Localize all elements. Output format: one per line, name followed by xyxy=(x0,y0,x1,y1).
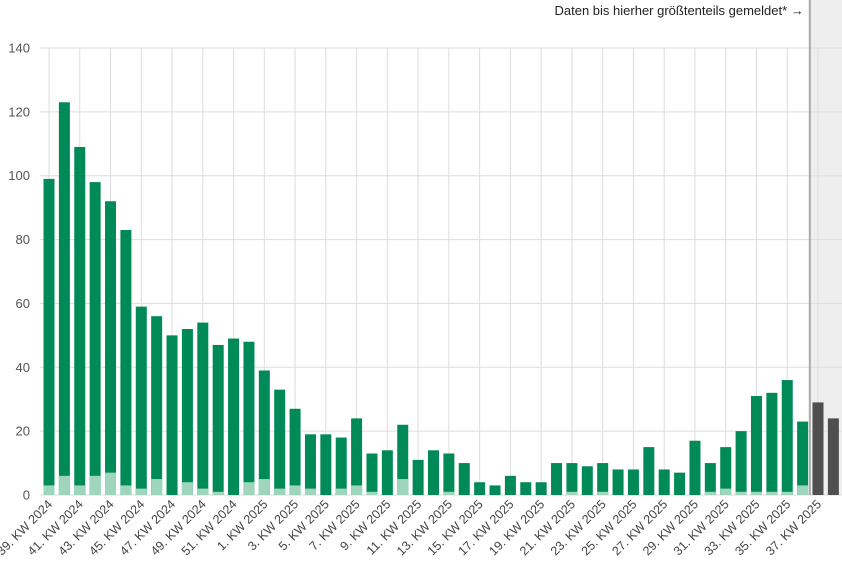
bar-segment-light xyxy=(351,485,363,495)
bar-segment-light xyxy=(366,491,378,495)
bar xyxy=(504,475,516,495)
bar-segment-light xyxy=(704,491,716,495)
bar-segment-light xyxy=(243,482,255,495)
bar xyxy=(750,396,762,495)
y-tick-label: 60 xyxy=(16,296,30,311)
bar xyxy=(489,485,501,495)
bar xyxy=(89,182,101,495)
y-tick-label: 40 xyxy=(16,360,30,375)
bar-segment-light xyxy=(781,491,793,495)
bar xyxy=(351,418,363,495)
reporting-cutoff-annotation: Daten bis hierher größtenteils gemeldet*… xyxy=(555,3,804,18)
bar xyxy=(43,178,55,495)
y-tick-label: 120 xyxy=(8,104,30,119)
bar xyxy=(720,447,732,495)
bar-segment-light xyxy=(750,491,762,495)
bar xyxy=(797,421,809,495)
bar xyxy=(335,437,347,495)
bar xyxy=(397,424,409,495)
bars xyxy=(43,102,839,496)
y-tick-label: 140 xyxy=(8,41,30,56)
bar xyxy=(627,469,639,495)
bar-segment-light xyxy=(797,485,809,495)
bar xyxy=(474,482,486,495)
bar-segment-light xyxy=(597,491,609,495)
bar-segment-light xyxy=(720,488,732,495)
bar xyxy=(366,453,378,495)
bar xyxy=(812,402,824,495)
bar xyxy=(535,482,547,495)
bar-segment-light xyxy=(258,479,270,495)
bar xyxy=(443,453,455,495)
bar xyxy=(197,322,209,495)
bar-segment-light xyxy=(89,475,101,495)
bar xyxy=(643,447,655,495)
bar-segment-light xyxy=(304,488,316,495)
bar xyxy=(166,335,178,495)
bar-segment-light xyxy=(212,491,224,495)
bar-segment-light xyxy=(274,488,286,495)
bar xyxy=(612,469,624,495)
bar xyxy=(74,146,86,495)
bar xyxy=(243,341,255,495)
bar-segment-light xyxy=(766,491,778,495)
bar-segment-light xyxy=(105,472,117,495)
bar-segment-light xyxy=(151,479,163,495)
bar xyxy=(566,463,578,495)
bar xyxy=(320,434,332,495)
bar xyxy=(827,418,839,495)
bar xyxy=(428,450,439,495)
bar xyxy=(581,466,593,495)
bar-segment-light xyxy=(120,485,132,495)
bar xyxy=(274,389,286,495)
bar xyxy=(258,370,270,495)
bar xyxy=(105,201,117,495)
bar xyxy=(597,463,609,495)
bar xyxy=(135,306,147,495)
y-tick-label: 80 xyxy=(16,232,30,247)
bar xyxy=(704,463,716,495)
y-axis: 0 20 40 60 80 100 120 140 xyxy=(8,41,30,503)
bar xyxy=(781,380,793,495)
bar xyxy=(674,472,686,495)
bar-segment-light xyxy=(735,491,747,495)
bar xyxy=(412,459,424,495)
bar-segment-light xyxy=(181,482,193,495)
bar xyxy=(58,102,70,496)
bar xyxy=(120,229,132,495)
bar xyxy=(551,463,563,495)
bar xyxy=(766,392,778,495)
bar-segment-light xyxy=(43,485,55,495)
bar-segment-light xyxy=(335,488,347,495)
bar xyxy=(212,344,224,495)
bar xyxy=(181,328,193,495)
bar xyxy=(289,408,301,495)
bar-segment-light xyxy=(443,491,455,495)
bar-segment-light xyxy=(397,479,409,495)
bar xyxy=(520,482,532,495)
y-tick-label: 20 xyxy=(16,424,30,439)
y-tick-label: 100 xyxy=(8,168,30,183)
bar xyxy=(304,434,316,495)
bar-segment-light xyxy=(58,475,70,495)
bar-segment-light xyxy=(74,485,86,495)
bar xyxy=(458,463,470,495)
bar xyxy=(658,469,670,495)
bar-segment-light xyxy=(197,488,209,495)
bar-segment-light xyxy=(566,491,578,495)
bar-segment-light xyxy=(135,488,147,495)
bar xyxy=(381,450,393,495)
y-tick-label: 0 xyxy=(23,488,30,503)
bar xyxy=(151,316,163,495)
bar xyxy=(735,431,747,495)
bar xyxy=(689,440,701,495)
bar xyxy=(228,338,240,495)
bar-segment-light xyxy=(289,485,301,495)
